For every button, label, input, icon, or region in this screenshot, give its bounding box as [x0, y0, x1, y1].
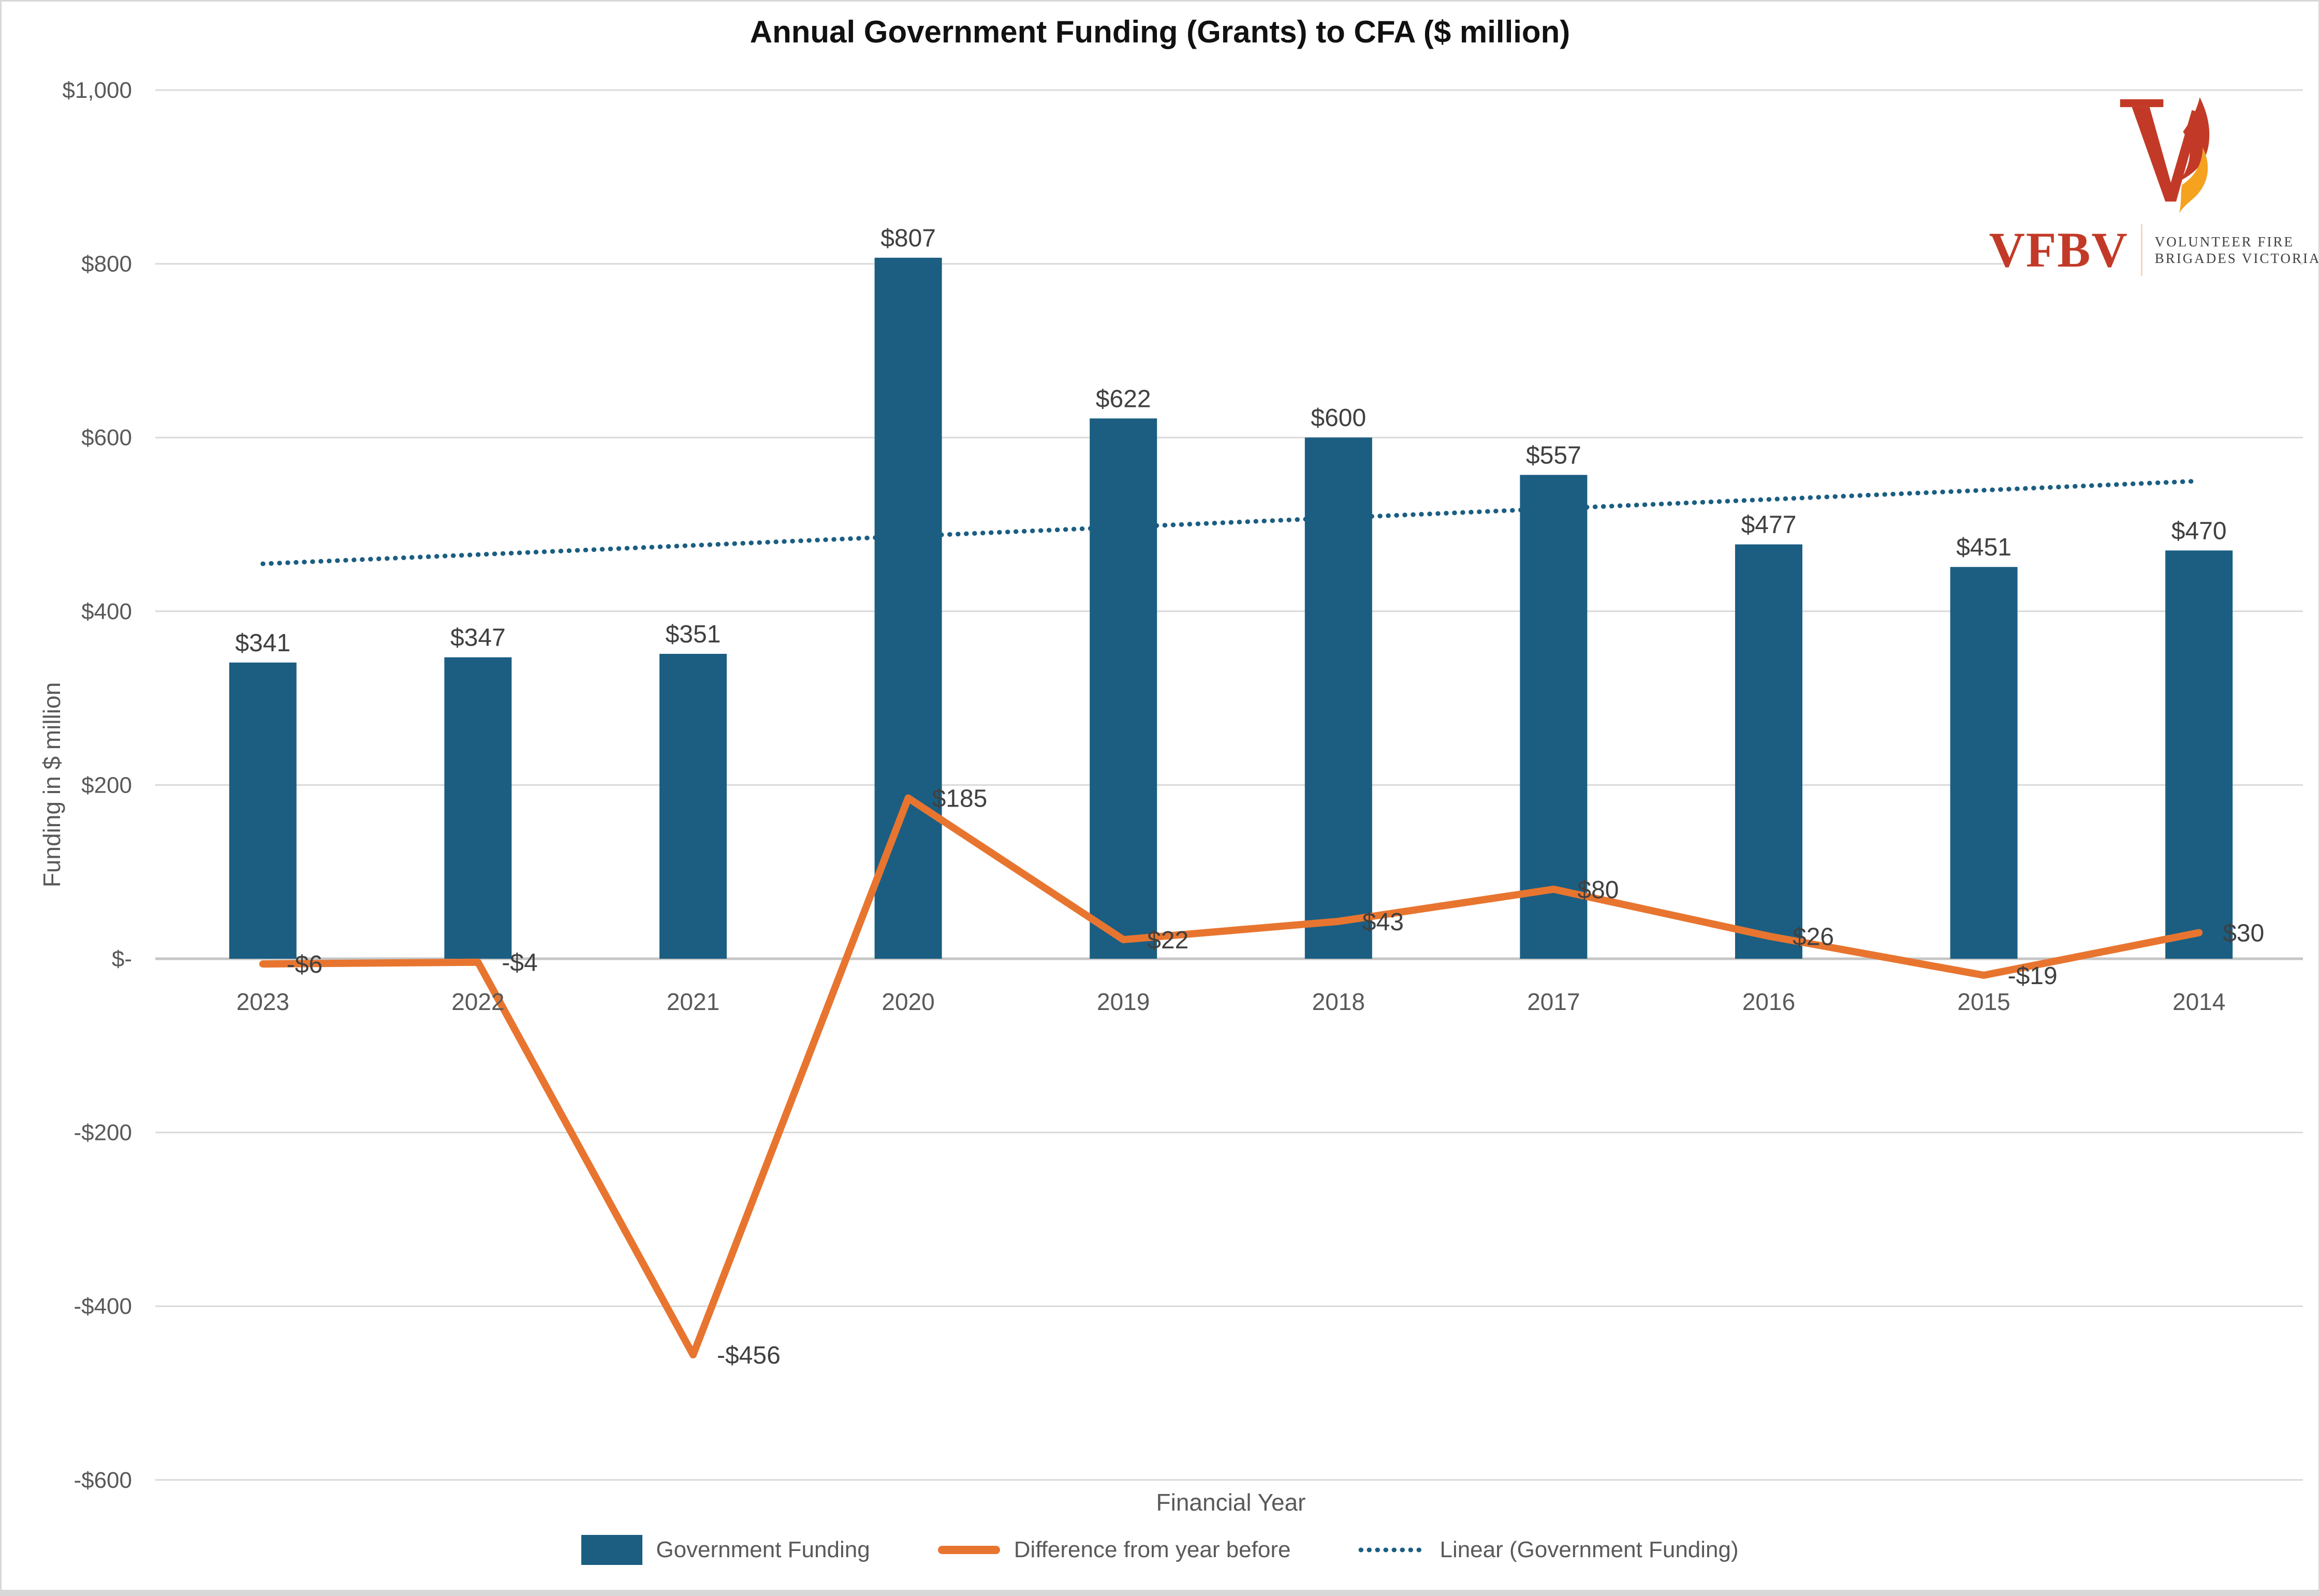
legend: Government Funding Difference from year …: [2, 1535, 2318, 1565]
x-axis-title: Financial Year: [1156, 1489, 1306, 1516]
bar-2019: [1090, 418, 1157, 959]
x-tick-label-2020: 2020: [882, 988, 934, 1015]
legend-label: Linear (Government Funding): [1440, 1537, 1739, 1562]
y-tick-label: $400: [81, 599, 132, 624]
trendline-linear-government-funding: [260, 478, 2201, 566]
bottom-border-strip: [2, 1590, 2318, 1594]
bar-label-2015: $451: [1956, 534, 2011, 561]
bar-2016: [1735, 544, 1802, 959]
bar-2021: [659, 654, 727, 959]
logo-text-row: VFBV VOLUNTEER FIRE BRIGADES VICTORIA: [1989, 222, 2320, 277]
bar-2017: [1520, 475, 1588, 959]
vfbv-logo: VFBV VOLUNTEER FIRE BRIGADES VICTORIA: [1989, 94, 2318, 279]
legend-label: Difference from year before: [1014, 1537, 1291, 1562]
chart-title: Annual Government Funding (Grants) to CF…: [750, 14, 1570, 49]
line-label-2017: $80: [1577, 876, 1619, 904]
x-tick-label-2015: 2015: [1957, 988, 2010, 1015]
line-swatch-icon: [937, 1546, 1000, 1554]
bar-2018: [1304, 437, 1372, 959]
line-label-2018: $43: [1362, 909, 1404, 936]
bar-swatch-icon: [581, 1535, 643, 1565]
line-label-2023: -$6: [287, 951, 322, 978]
legend-item-difference: Difference from year before: [937, 1537, 1291, 1563]
y-tick-label: -$400: [74, 1294, 132, 1319]
logo-divider: [2140, 224, 2142, 276]
bar-label-2019: $622: [1096, 385, 1151, 413]
bar-label-2017: $557: [1526, 442, 1581, 469]
bar-label-2023: $341: [235, 629, 290, 657]
y-tick-label: $200: [81, 772, 132, 798]
y-tick-label: -$600: [74, 1468, 132, 1493]
difference-line: [259, 794, 2203, 1359]
x-tick-label-2014: 2014: [2172, 988, 2225, 1015]
legend-item-government-funding: Government Funding: [581, 1535, 870, 1565]
y-tick-label: $1,000: [62, 78, 132, 103]
bar-label-2022: $347: [450, 624, 506, 652]
bar-2022: [444, 657, 512, 959]
vfbv-name-line1: VOLUNTEER FIRE: [2154, 234, 2295, 250]
x-tick-label-2021: 2021: [667, 988, 720, 1015]
legend-item-linear-trend: Linear (Government Funding): [1358, 1537, 1739, 1563]
line-label-2021: -$456: [717, 1342, 781, 1369]
y-tick-label: -$200: [74, 1120, 132, 1146]
bar-2015: [1950, 567, 2018, 959]
legend-label: Government Funding: [656, 1537, 870, 1562]
y-tick-label: $-: [112, 946, 132, 972]
y-tick-label: $600: [81, 425, 132, 450]
line-label-2022: -$4: [502, 949, 537, 977]
bar-label-2020: $807: [880, 225, 936, 252]
vfbv-name-line2: BRIGADES VICTORIA: [2154, 251, 2320, 266]
line-label-2016: $26: [1793, 923, 1834, 950]
bar-label-2014: $470: [2171, 517, 2227, 545]
vfbv-flame-icon: [2120, 97, 2210, 214]
line-label-2019: $22: [1147, 927, 1188, 954]
y-axis-title: Funding in $ million: [38, 682, 65, 888]
bar-2020: [874, 257, 942, 959]
x-tick-label-2019: 2019: [1097, 988, 1150, 1015]
line-label-2020: $185: [932, 785, 988, 813]
vfbv-acronym: VFBV: [1989, 222, 2128, 277]
bar-label-2021: $351: [666, 621, 721, 648]
x-tick-label-2016: 2016: [1742, 988, 1795, 1015]
bar-2014: [2165, 550, 2233, 959]
y-tick-label: $800: [81, 252, 132, 277]
line-label-2014: $30: [2223, 920, 2264, 947]
x-tick-label-2023: 2023: [237, 988, 289, 1015]
dotted-line-swatch-icon: [1358, 1547, 1427, 1553]
vfbv-name: VOLUNTEER FIRE BRIGADES VICTORIA: [2154, 233, 2320, 267]
bar-2023: [229, 662, 297, 959]
x-tick-label-2017: 2017: [1527, 988, 1580, 1015]
x-tick-label-2018: 2018: [1312, 988, 1365, 1015]
bar-label-2016: $477: [1741, 511, 1797, 539]
x-tick-label-2022: 2022: [451, 988, 504, 1015]
line-label-2015: -$19: [2008, 962, 2058, 990]
bar-label-2018: $600: [1311, 404, 1366, 432]
